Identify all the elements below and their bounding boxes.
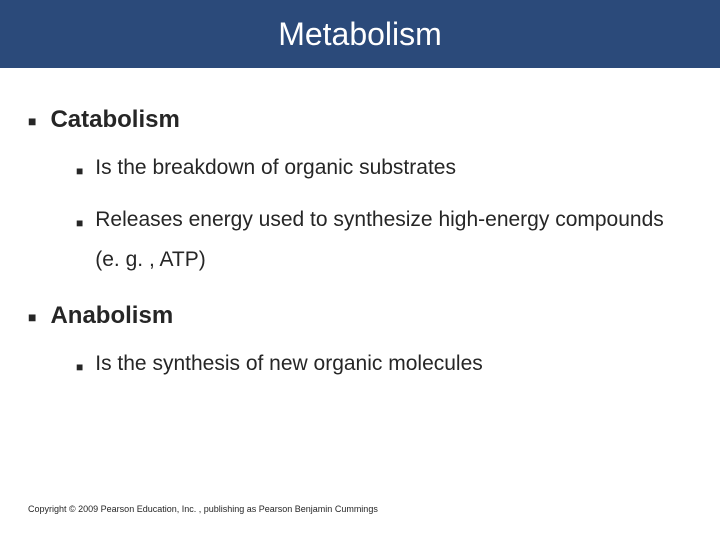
list-item: ■ Is the synthesis of new organic molecu… — [76, 344, 692, 384]
bullet-marker-icon: ■ — [28, 309, 36, 325]
list-item: ■ Releases energy used to synthesize hig… — [76, 200, 692, 280]
section-heading-text: Anabolism — [50, 302, 173, 330]
title-bar: Metabolism — [0, 0, 720, 68]
list-item-text: Is the synthesis of new organic molecule… — [95, 344, 483, 384]
list-item: ■ Is the breakdown of organic substrates — [76, 148, 692, 188]
section-heading: ■ Anabolism — [28, 302, 692, 330]
slide-content: ■ Catabolism ■ Is the breakdown of organ… — [0, 68, 720, 384]
bullet-marker-icon: ■ — [76, 356, 83, 379]
slide-title: Metabolism — [278, 16, 442, 53]
bullet-marker-icon: ■ — [76, 212, 83, 235]
copyright-footer: Copyright © 2009 Pearson Education, Inc.… — [28, 504, 378, 514]
section-heading-text: Catabolism — [50, 106, 179, 134]
bullet-marker-icon: ■ — [28, 113, 36, 129]
section-gap — [28, 292, 692, 302]
bullet-marker-icon: ■ — [76, 160, 83, 183]
list-item-text: Releases energy used to synthesize high-… — [95, 200, 692, 280]
section-heading: ■ Catabolism — [28, 106, 692, 134]
list-item-text: Is the breakdown of organic substrates — [95, 148, 456, 188]
